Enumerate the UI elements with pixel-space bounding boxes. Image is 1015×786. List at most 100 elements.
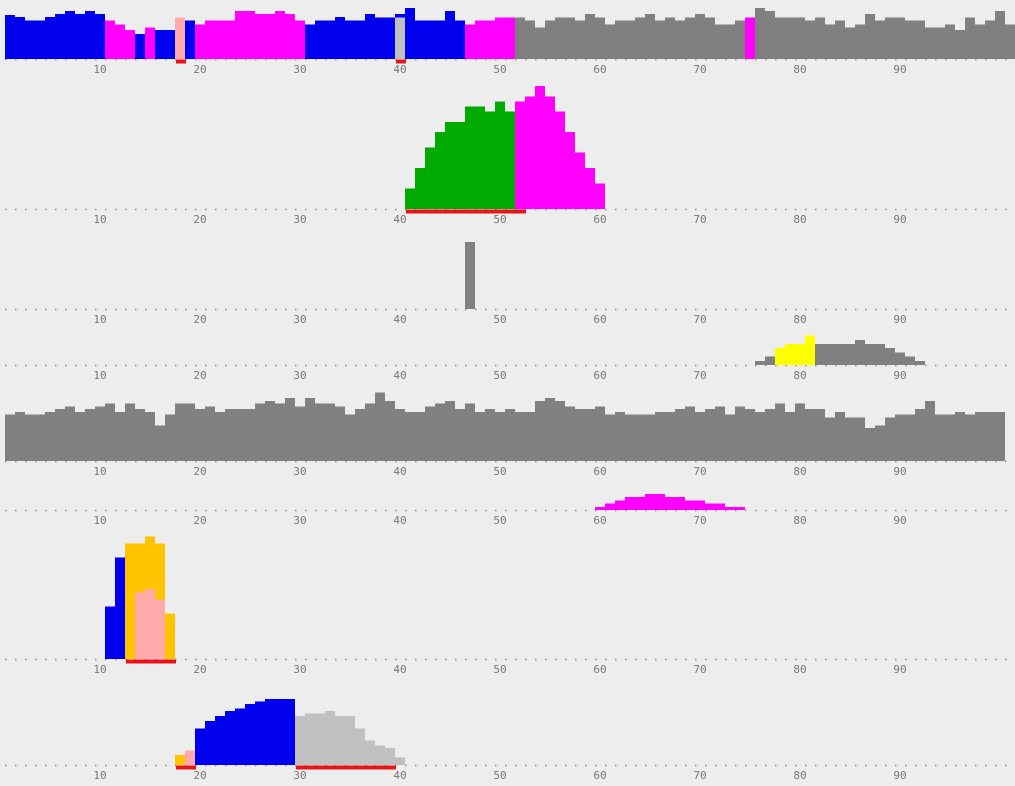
x-tick-label: 90 — [893, 769, 906, 782]
track-5-grey-bar — [75, 411, 85, 461]
track-2-magenta-bar — [575, 152, 585, 209]
track-5-grey-bar — [35, 414, 45, 461]
track-5-grey-bar — [305, 398, 315, 461]
track-5-grey-bar — [595, 406, 605, 461]
track-1-grey-bar — [975, 24, 985, 59]
x-tick-label: 40 — [393, 465, 406, 478]
track-7-blue-bar — [105, 606, 115, 659]
track-8-blue-bar — [245, 703, 255, 765]
x-tick-label: 90 — [893, 313, 906, 326]
track-1-grey-bar — [695, 13, 705, 59]
track-4-grey-bar — [815, 344, 825, 365]
track-1-magenta-bar — [145, 27, 155, 59]
track-5-grey-bar — [315, 403, 325, 461]
track-1-grey-bar — [1005, 24, 1015, 59]
track-1-grey-bar — [715, 24, 725, 59]
track-6-magenta-bar — [675, 497, 685, 510]
x-tick-label: 80 — [793, 769, 806, 782]
x-tick-label: 70 — [693, 514, 706, 527]
track-5-grey-bar — [715, 406, 725, 461]
track-8-silver-bar — [335, 716, 345, 765]
track-5-grey-bar — [165, 414, 175, 461]
track-5-grey-bar — [425, 406, 435, 461]
track-3-grey-bar — [465, 241, 475, 309]
track-5-grey-bar — [645, 414, 655, 461]
track-2-green-bar — [465, 106, 475, 209]
x-tick-label: 50 — [493, 63, 506, 76]
track-5-grey-bar — [455, 409, 465, 461]
x-tick-label: 70 — [693, 465, 706, 478]
track-1-blue-bar — [5, 14, 15, 59]
track-5-grey-bar — [335, 406, 345, 461]
track-2-green-bar — [435, 132, 445, 209]
track-1-magenta-bar — [125, 30, 135, 59]
track-8-silver-bar — [315, 713, 325, 765]
track-5-grey-bar — [915, 409, 925, 461]
track-5-grey-bar — [435, 403, 445, 461]
track-7-pink-bar — [155, 599, 165, 659]
x-tick-label: 10 — [93, 465, 106, 478]
track-1-blue-bar — [185, 20, 195, 60]
track-5-grey-bar — [685, 406, 695, 461]
track-1-marker — [396, 59, 406, 64]
track-1-grey-bar — [595, 17, 605, 59]
track-1-blue-bar — [355, 20, 365, 60]
x-tick-label: 20 — [193, 663, 206, 676]
x-tick-label: 10 — [93, 769, 106, 782]
x-tick-label: 90 — [893, 465, 906, 478]
track-5-grey-bar — [545, 398, 555, 461]
track-5-grey-bar — [365, 403, 375, 461]
track-1-magenta-bar — [505, 17, 515, 59]
track-8-blue-bar — [265, 698, 275, 765]
track-6-magenta-bar — [625, 497, 635, 510]
track-1-blue-bar — [135, 34, 145, 59]
track-1-blue-bar — [405, 24, 415, 59]
track-1-blue-bar — [25, 20, 35, 60]
track-4-grey-bar — [915, 360, 925, 365]
track-1-grey-bar — [875, 20, 885, 60]
track-5-grey-bar — [125, 403, 135, 461]
track-1-pink-bar — [175, 17, 185, 59]
track-5-grey-bar — [775, 403, 785, 461]
x-tick-label: 90 — [893, 369, 906, 382]
track-2-green-bar — [405, 188, 415, 209]
track-1-magenta-bar — [105, 20, 115, 60]
track-5-grey-bar — [865, 428, 875, 461]
x-tick-label: 20 — [193, 465, 206, 478]
track-7-pink-bar — [145, 589, 155, 659]
track-5-grey-bar — [475, 411, 485, 461]
track-5-grey-bar — [45, 411, 55, 461]
track-6-magenta-bar — [715, 503, 725, 510]
track-5-grey-bar — [465, 403, 475, 461]
x-tick-label: 10 — [93, 63, 106, 76]
x-tick-label: 60 — [593, 63, 606, 76]
track-1-grey-bar — [645, 13, 655, 59]
track-5-grey-bar — [185, 403, 195, 461]
track-1-grey-bar — [665, 17, 675, 59]
x-tick-label: 70 — [693, 369, 706, 382]
x-tick-label: 50 — [493, 313, 506, 326]
track-4-grey-bar — [835, 344, 845, 365]
track-5-grey-bar — [505, 409, 515, 461]
x-tick-label: 70 — [693, 63, 706, 76]
track-2-green-bar — [475, 106, 485, 209]
track-1-magenta-bar — [205, 20, 215, 60]
track-6-magenta-bar — [645, 494, 655, 510]
track-4-grey-bar — [855, 339, 865, 365]
x-tick-label: 90 — [893, 63, 906, 76]
x-tick-label: 80 — [793, 313, 806, 326]
track-5-grey-bar — [95, 406, 105, 461]
x-tick-label: 70 — [693, 313, 706, 326]
track-1-magenta-bar — [255, 13, 265, 59]
track-4-grey-bar — [895, 352, 905, 365]
track-1-blue-bar — [85, 11, 95, 59]
track-2-green-bar — [495, 101, 505, 209]
track-4-yellow-bar — [795, 344, 805, 365]
track-2-magenta-bar — [555, 111, 565, 209]
x-tick-label: 40 — [393, 663, 406, 676]
track-1-blue-bar — [305, 24, 315, 59]
track-5-grey-bar — [385, 400, 395, 461]
track-8-marker — [296, 765, 396, 770]
track-5-grey-bar — [145, 411, 155, 461]
track-1-grey-bar — [805, 20, 815, 60]
